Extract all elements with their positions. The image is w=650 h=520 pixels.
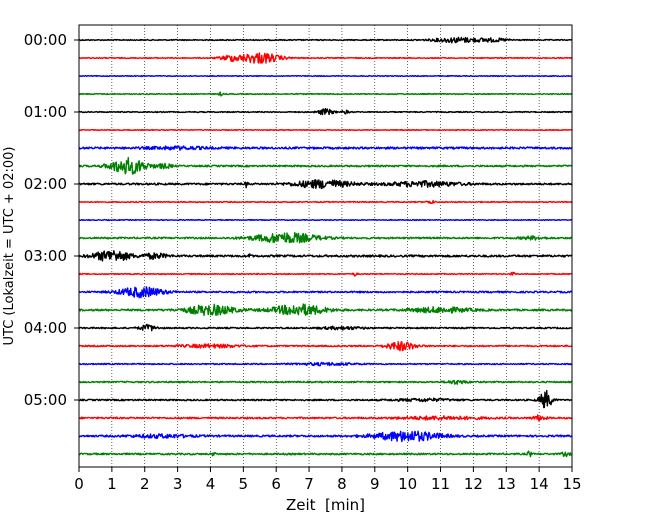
trace-0545 xyxy=(78,450,573,458)
y-axis-ticks: 00:00 01:00 02:00 03:00 04:00 05:00 xyxy=(24,31,79,409)
y-tick-label: 04:00 xyxy=(24,319,67,337)
x-tick-label: 4 xyxy=(206,475,216,493)
x-tick-label: 0 xyxy=(74,475,84,493)
x-tick-label: 10 xyxy=(398,475,417,493)
x-tick-label: 13 xyxy=(497,475,516,493)
x-tick-label: 14 xyxy=(530,475,549,493)
y-tick-label: 03:00 xyxy=(24,247,67,265)
x-tick-label: 6 xyxy=(271,475,281,493)
trace-0515 xyxy=(78,414,573,422)
trace-0415 xyxy=(78,341,573,352)
trace-0100 xyxy=(78,107,573,116)
trace-0215 xyxy=(78,199,573,205)
trace-0145 xyxy=(78,156,573,175)
trace-0315 xyxy=(78,271,573,277)
trace-0530 xyxy=(78,430,573,443)
trace-0115 xyxy=(78,128,573,132)
x-tick-label: 3 xyxy=(173,475,183,493)
trace-0200 xyxy=(78,178,573,190)
plot-background xyxy=(79,25,572,467)
traces-group xyxy=(78,36,573,458)
trace-0130 xyxy=(78,145,573,151)
x-tick-label: 9 xyxy=(370,475,380,493)
x-tick-label: 7 xyxy=(304,475,314,493)
trace-0000 xyxy=(78,36,573,44)
trace-0300 xyxy=(78,250,573,262)
x-tick-label: 11 xyxy=(431,475,450,493)
trace-0400 xyxy=(78,323,573,332)
trace-0445 xyxy=(78,379,573,385)
trace-0015 xyxy=(78,52,573,64)
trace-0030 xyxy=(78,74,573,78)
x-axis-label: Zeit [min] xyxy=(286,496,365,514)
x-tick-label: 1 xyxy=(107,475,117,493)
trace-0500 xyxy=(78,389,573,409)
x-tick-label: 15 xyxy=(562,475,581,493)
trace-0045 xyxy=(78,91,573,97)
x-tick-label: 12 xyxy=(464,475,483,493)
trace-0330 xyxy=(78,286,573,299)
trace-0230 xyxy=(78,218,573,222)
x-tick-label: 8 xyxy=(337,475,347,493)
plot-frame xyxy=(78,24,573,468)
y-tick-label: 05:00 xyxy=(24,391,67,409)
y-tick-label: 00:00 xyxy=(24,31,67,49)
x-tick-label: 5 xyxy=(239,475,249,493)
y-tick-label: 02:00 xyxy=(24,175,67,193)
y-axis-label: UTC (Lokalzeit = UTC + 02:00) xyxy=(2,147,17,346)
x-axis-ticks: 0 1 2 3 4 5 6 7 8 9 10 11 12 13 14 15 xyxy=(74,467,582,493)
y-tick-label: 01:00 xyxy=(24,103,67,121)
trace-0245 xyxy=(78,232,573,244)
x-tick-label: 2 xyxy=(140,475,150,493)
trace-0345 xyxy=(78,303,573,317)
trace-0430 xyxy=(78,361,573,367)
